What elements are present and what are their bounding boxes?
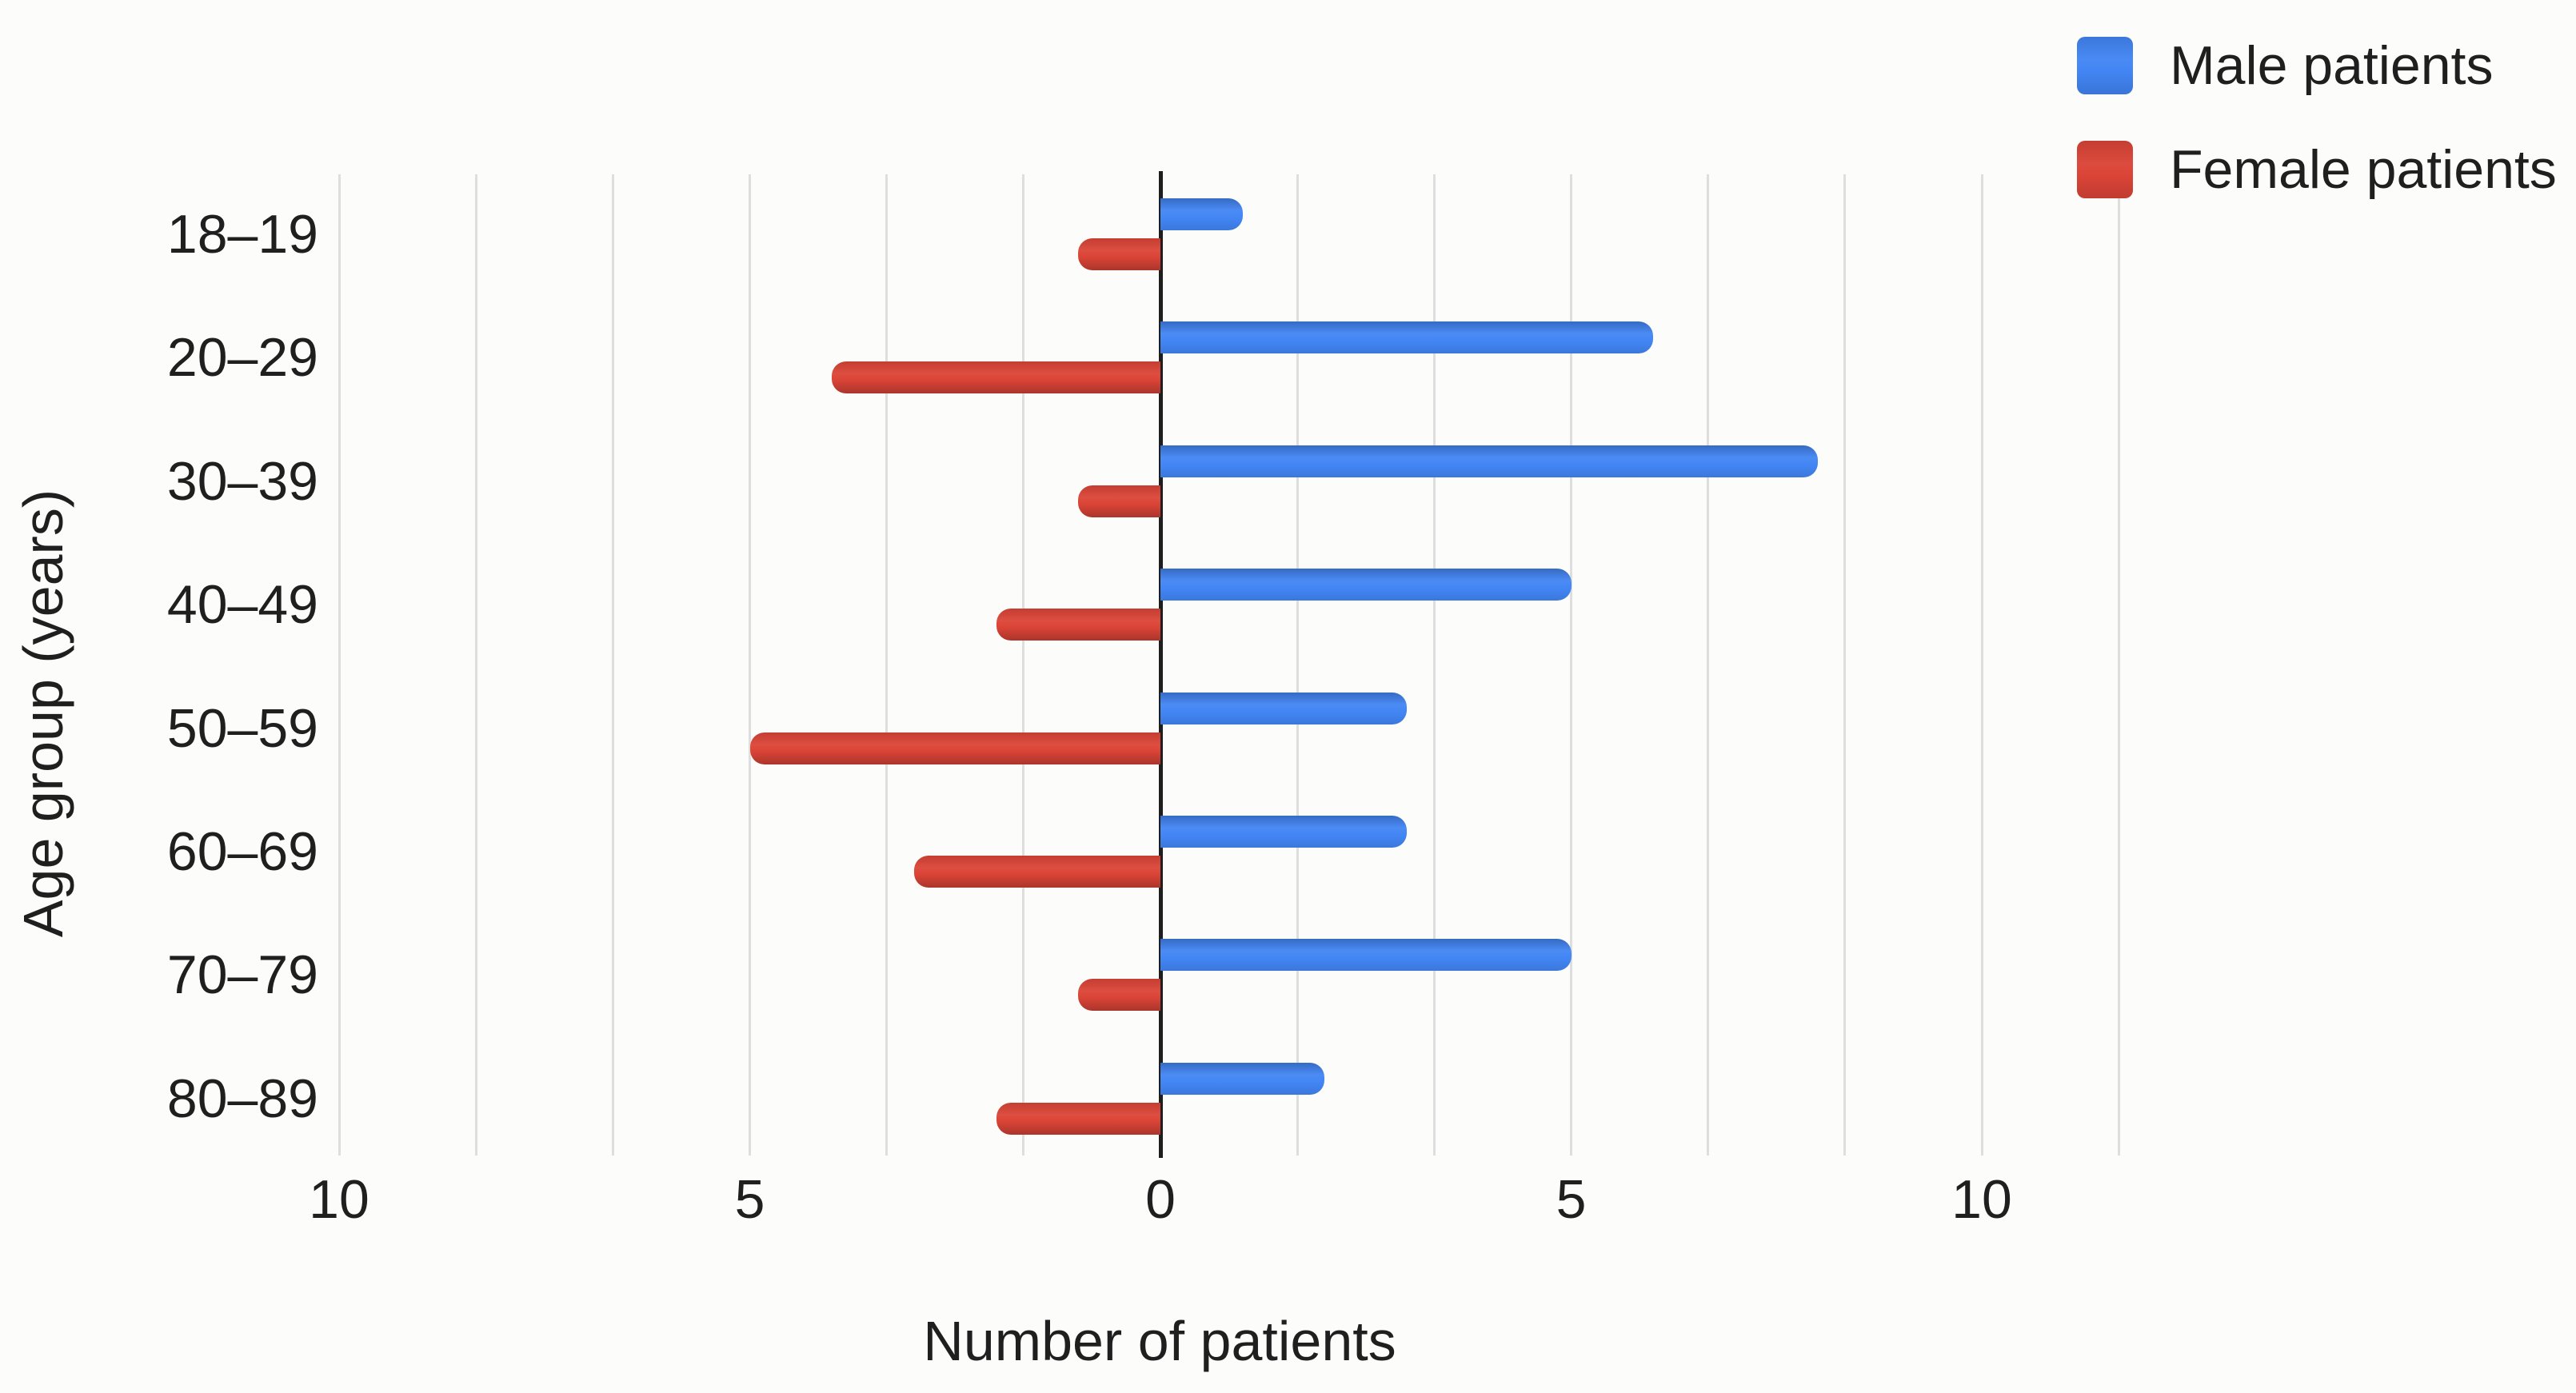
- bar-female-20-29: [832, 361, 1160, 394]
- gridline: [1707, 174, 1710, 1156]
- bar-female-18-19: [1078, 238, 1160, 270]
- legend-label-female: Female patients: [2170, 139, 2557, 200]
- x-axis-tick-5-right: 5: [1556, 1169, 1587, 1230]
- legend-item-male: Male patients: [2077, 32, 2493, 99]
- y-axis-label-20-29: 20–29: [166, 327, 318, 389]
- y-axis-label-70-79: 70–79: [166, 944, 318, 1006]
- bar-female-70-79: [1078, 979, 1160, 1012]
- bar-male-60-69: [1160, 816, 1408, 848]
- bar-male-40-49: [1160, 569, 1572, 601]
- y-axis-label-30-39: 30–39: [166, 450, 318, 512]
- x-axis-tick-10-right: 10: [1951, 1169, 2012, 1230]
- y-axis-label-40-49: 40–49: [166, 574, 318, 636]
- gridline: [474, 174, 477, 1156]
- bar-female-40-49: [996, 609, 1160, 641]
- gridline: [337, 174, 341, 1156]
- gridline: [1432, 174, 1436, 1156]
- y-axis-label-60-69: 60–69: [166, 821, 318, 882]
- y-axis-label-18-19: 18–19: [166, 204, 318, 265]
- bar-female-80-89: [996, 1102, 1160, 1135]
- legend-label-male: Male patients: [2170, 35, 2494, 96]
- bar-male-50-59: [1160, 692, 1408, 724]
- gridline: [1570, 174, 1573, 1156]
- x-axis-tick-5-left: 5: [734, 1169, 765, 1230]
- gridline: [885, 174, 889, 1156]
- bar-female-30-39: [1078, 485, 1160, 517]
- gridline: [749, 174, 751, 1156]
- y-axis-title: Age group (years): [12, 489, 74, 938]
- gridline: [1843, 174, 1847, 1156]
- x-axis-title: Number of patients: [923, 1310, 1396, 1372]
- x-axis-tick-0-center: 0: [1145, 1169, 1176, 1230]
- bar-female-60-69: [913, 856, 1160, 888]
- legend-swatch-female: [2077, 141, 2133, 198]
- zero-axis-line: [1158, 171, 1163, 1158]
- bar-male-30-39: [1160, 445, 1818, 477]
- gridline: [1296, 174, 1299, 1156]
- bar-male-20-29: [1160, 321, 1654, 354]
- gridline: [1980, 174, 1983, 1156]
- bar-male-18-19: [1160, 198, 1243, 230]
- bar-female-50-59: [749, 732, 1160, 764]
- y-axis-label-50-59: 50–59: [166, 697, 318, 759]
- legend-swatch-male: [2077, 37, 2133, 94]
- bar-male-80-89: [1160, 1062, 1325, 1095]
- gridline: [611, 174, 614, 1156]
- legend-item-female: Female patients: [2077, 136, 2557, 203]
- x-axis-tick-10-left: 10: [309, 1169, 369, 1230]
- bar-male-70-79: [1160, 939, 1572, 972]
- gridline: [1022, 174, 1025, 1156]
- gridline: [2117, 174, 2120, 1156]
- y-axis-label-80-89: 80–89: [166, 1068, 318, 1129]
